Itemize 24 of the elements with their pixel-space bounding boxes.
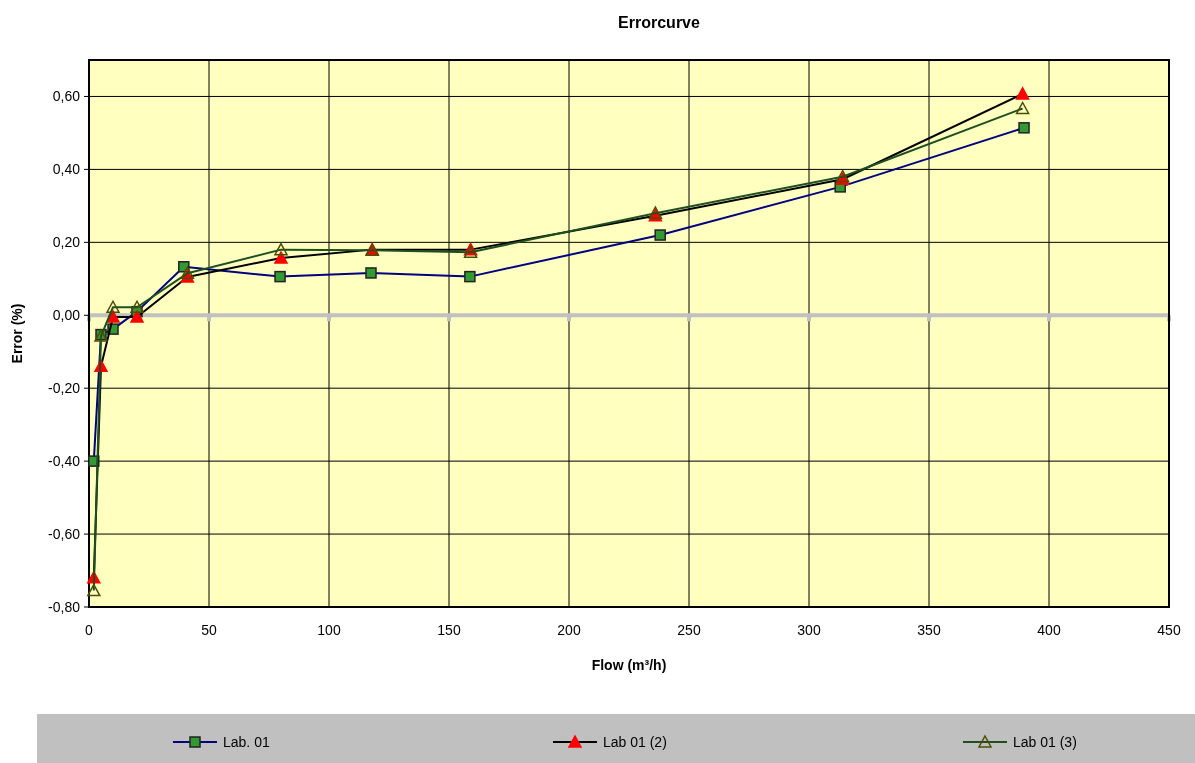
x-tick-label: 400 bbox=[1037, 622, 1061, 638]
x-tick-label: 350 bbox=[917, 622, 941, 638]
y-tick-label: -0,40 bbox=[48, 453, 81, 470]
y-tick-label: 0,60 bbox=[52, 88, 81, 105]
x-axis-title: Flow (m³/h) bbox=[591, 657, 667, 673]
y-tick-label: 0,20 bbox=[52, 234, 81, 251]
chart-title: Errorcurve bbox=[618, 14, 701, 31]
x-tick-label: 450 bbox=[1157, 622, 1181, 638]
legend-label: Lab. 01 bbox=[223, 734, 270, 750]
y-tick-label: -0,60 bbox=[48, 526, 81, 543]
y-tick-label: -0,20 bbox=[48, 380, 81, 397]
x-tick-label: 0 bbox=[85, 622, 94, 638]
legend-label: Lab 01 (3) bbox=[1013, 734, 1077, 750]
y-tick-label: -0,80 bbox=[48, 599, 81, 615]
x-tick-label: 300 bbox=[797, 622, 821, 638]
legend-label: Lab 01 (2) bbox=[603, 734, 667, 750]
y-tick-label: 0,40 bbox=[52, 161, 81, 178]
x-tick-label: 100 bbox=[317, 622, 341, 638]
x-tick-label: 200 bbox=[557, 622, 581, 638]
y-axis-title: Error (%) bbox=[9, 303, 25, 364]
x-tick-label: 150 bbox=[437, 622, 461, 638]
x-tick-label: 250 bbox=[677, 622, 701, 638]
x-tick-label: 50 bbox=[201, 622, 217, 638]
y-tick-label: 0,00 bbox=[52, 307, 81, 324]
